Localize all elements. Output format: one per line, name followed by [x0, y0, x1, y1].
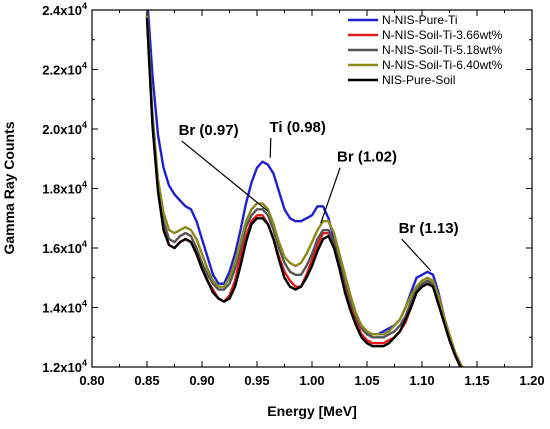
x-tick-label: 0.90: [189, 373, 214, 388]
series-line-3: [145, 14, 464, 367]
series-line-4: [145, 11, 464, 367]
annotation-label: Ti (0.98): [269, 119, 325, 136]
y-tick-label: 1.4x104: [42, 299, 87, 316]
y-tick-label: 2.2x104: [42, 61, 87, 78]
y-tick-label: 2.4x104: [42, 1, 87, 18]
annotation-label: Br (1.02): [337, 149, 397, 166]
x-tick-label: 1.10: [409, 373, 434, 388]
x-tick-label: 0.80: [79, 373, 104, 388]
series-layer: [145, 10, 464, 367]
x-tick-label: 1.00: [299, 373, 324, 388]
axis-layer: 0.80 0.85 0.90 0.95 1.00 1.05 1.10 1.15 1.20 1.2x…: [42, 1, 544, 388]
legend-item: N-NIS-Soil-Ti-6.40wt%: [382, 58, 503, 72]
legend: N-NIS-Pure-TiN-NIS-Soil-Ti-3.66wt%N-NIS-…: [348, 13, 503, 87]
annotation-label: Br (0.97): [179, 122, 239, 139]
series-line-5: [145, 17, 462, 367]
legend-item: N-NIS-Soil-Ti-5.18wt%: [382, 43, 503, 57]
x-axis-title: Energy [MeV]: [267, 403, 356, 419]
legend-item: N-NIS-Pure-Ti: [382, 13, 458, 27]
y-tick-label: 1.6x104: [42, 239, 87, 256]
x-tick-label: 0.85: [134, 373, 159, 388]
annotation-pointer: [269, 137, 272, 158]
legend-item: N-NIS-Soil-Ti-3.66wt%: [382, 28, 503, 42]
annotation-label: Br (1.13): [399, 220, 459, 237]
y-axis-title: Gamma Ray Counts: [1, 121, 17, 254]
x-tick-label: 1.15: [464, 373, 489, 388]
annotation-pointer: [181, 140, 269, 212]
y-tick-label: 1.8x104: [42, 180, 87, 197]
x-tick-label: 1.20: [519, 373, 544, 388]
annotation-pointer: [401, 238, 432, 272]
series-line-1: [146, 10, 462, 367]
legend-item: NIS-Pure-Soil: [382, 73, 455, 87]
y-tick-label: 2.0x104: [42, 120, 87, 137]
x-tick-label: 1.05: [354, 373, 379, 388]
y-tick-label: 1.2x104: [42, 358, 87, 375]
x-tick-label: 0.95: [244, 373, 269, 388]
annotation-layer: Br (0.97) Ti (0.98) Br (1.02) Br (1.13): [179, 119, 459, 272]
annotation-pointer: [320, 167, 341, 224]
